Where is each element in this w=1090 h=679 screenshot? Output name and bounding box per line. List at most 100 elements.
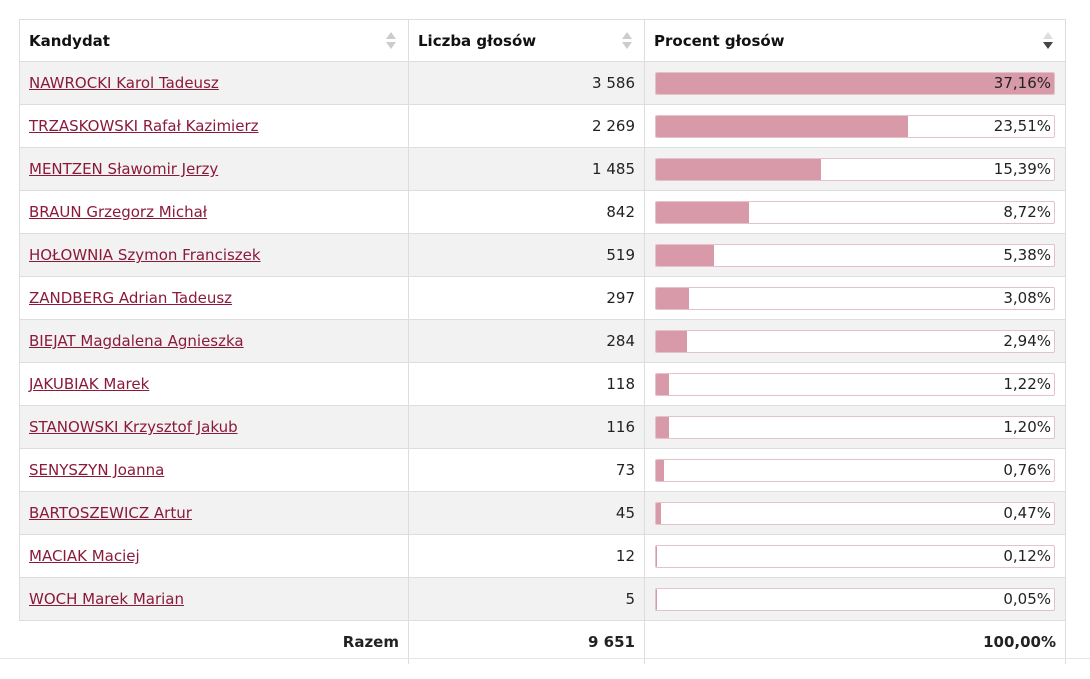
sort-arrows-icon[interactable] [622,30,632,52]
candidate-cell: BARTOSZEWICZ Artur [19,491,409,535]
percent-value: 2,94% [1003,331,1051,350]
candidate-link[interactable]: HOŁOWNIA Szymon Franciszek [29,246,261,264]
candidate-link[interactable]: MENTZEN Sławomir Jerzy [29,160,219,178]
percent-bar-fill [656,330,688,352]
percent-bar-fill [656,115,908,137]
header-candidate[interactable]: Kandydat [19,19,409,62]
percent-bar: 0,05% [655,587,1055,611]
sort-desc-icon[interactable] [1043,30,1053,52]
table-row: MACIAK Maciej 12 0,12% [19,534,1066,578]
percent-value: 1,20% [1003,417,1051,436]
percent-cell: 5,38% [644,233,1066,277]
candidate-cell: WOCH Marek Marian [19,577,409,621]
candidate-cell: BRAUN Grzegorz Michał [19,190,409,234]
candidate-cell: HOŁOWNIA Szymon Franciszek [19,233,409,277]
header-votes[interactable]: Liczba głosów [408,19,645,62]
totals-votes: 9 651 [408,620,645,664]
percent-bar-fill [656,588,657,610]
votes-cell: 3 586 [408,61,645,105]
votes-cell: 73 [408,448,645,492]
votes-cell: 297 [408,276,645,320]
percent-bar-fill [656,287,689,309]
percent-bar: 0,76% [655,458,1055,482]
candidate-link[interactable]: SENYSZYN Joanna [29,461,165,479]
candidate-link[interactable]: MACIAK Maciej [29,547,140,565]
table-row: SENYSZYN Joanna 73 0,76% [19,448,1066,492]
percent-value: 0,47% [1003,503,1051,522]
votes-cell: 284 [408,319,645,363]
percent-bar: 1,22% [655,372,1055,396]
candidate-link[interactable]: STANOWSKI Krzysztof Jakub [29,418,238,436]
candidate-cell: MENTZEN Sławomir Jerzy [19,147,409,191]
percent-bar: 23,51% [655,114,1055,138]
percent-cell: 15,39% [644,147,1066,191]
table-row: BARTOSZEWICZ Artur 45 0,47% [19,491,1066,535]
candidate-cell: ZANDBERG Adrian Tadeusz [19,276,409,320]
percent-cell: 2,94% [644,319,1066,363]
divider [0,658,1090,659]
candidate-link[interactable]: BRAUN Grzegorz Michał [29,203,208,221]
percent-value: 8,72% [1003,202,1051,221]
candidate-link[interactable]: NAWROCKI Karol Tadeusz [29,74,219,92]
votes-cell: 1 485 [408,147,645,191]
header-percent-label: Procent głosów [654,31,785,50]
totals-percent: 100,00% [644,620,1066,664]
percent-bar-fill [656,158,821,180]
table-row: HOŁOWNIA Szymon Franciszek 519 5,38% [19,233,1066,277]
votes-cell: 118 [408,362,645,406]
candidate-link[interactable]: WOCH Marek Marian [29,590,184,608]
candidate-cell: BIEJAT Magdalena Agnieszka [19,319,409,363]
percent-cell: 0,12% [644,534,1066,578]
percent-value: 5,38% [1003,245,1051,264]
percent-value: 0,05% [1003,589,1051,608]
candidate-cell: JAKUBIAK Marek [19,362,409,406]
table-row: BIEJAT Magdalena Agnieszka 284 2,94% [19,319,1066,363]
votes-cell: 45 [408,491,645,535]
percent-cell: 1,20% [644,405,1066,449]
percent-bar: 0,47% [655,501,1055,525]
percent-bar: 5,38% [655,243,1055,267]
percent-cell: 3,08% [644,276,1066,320]
header-percent[interactable]: Procent głosów [644,19,1066,62]
candidate-link[interactable]: BARTOSZEWICZ Artur [29,504,192,522]
percent-value: 37,16% [993,73,1051,92]
candidate-link[interactable]: ZANDBERG Adrian Tadeusz [29,289,233,307]
table-row: STANOWSKI Krzysztof Jakub 116 1,20% [19,405,1066,449]
percent-bar: 37,16% [655,71,1055,95]
table-body: NAWROCKI Karol Tadeusz 3 586 37,16% TRZASKO… [19,61,1066,621]
candidate-cell: SENYSZYN Joanna [19,448,409,492]
percent-bar: 1,20% [655,415,1055,439]
results-table-container: Kandydat Liczba głosów Procent głosów NA… [19,19,1066,664]
candidate-link[interactable]: TRZASKOWSKI Rafał Kazimierz [29,117,259,135]
percent-value: 15,39% [993,159,1051,178]
percent-bar: 0,12% [655,544,1055,568]
percent-bar-fill [656,72,1054,94]
percent-value: 3,08% [1003,288,1051,307]
results-table: Kandydat Liczba głosów Procent głosów NA… [19,19,1066,664]
percent-value: 0,76% [1003,460,1051,479]
percent-bar-fill [656,459,665,481]
percent-cell: 8,72% [644,190,1066,234]
totals-row: Razem 9 651 100,00% [19,620,1066,664]
votes-cell: 5 [408,577,645,621]
table-row: NAWROCKI Karol Tadeusz 3 586 37,16% [19,61,1066,105]
sort-arrows-icon[interactable] [386,30,396,52]
candidate-cell: MACIAK Maciej [19,534,409,578]
percent-bar: 2,94% [655,329,1055,353]
percent-cell: 1,22% [644,362,1066,406]
percent-cell: 23,51% [644,104,1066,148]
percent-value: 23,51% [993,116,1051,135]
table-row: ZANDBERG Adrian Tadeusz 297 3,08% [19,276,1066,320]
percent-bar: 8,72% [655,200,1055,224]
votes-cell: 842 [408,190,645,234]
percent-bar-fill [656,416,669,438]
percent-bar-fill [656,373,670,395]
percent-cell: 0,76% [644,448,1066,492]
candidate-link[interactable]: JAKUBIAK Marek [29,375,150,393]
candidate-cell: NAWROCKI Karol Tadeusz [19,61,409,105]
candidate-link[interactable]: BIEJAT Magdalena Agnieszka [29,332,244,350]
table-row: TRZASKOWSKI Rafał Kazimierz 2 269 23,51% [19,104,1066,148]
votes-cell: 116 [408,405,645,449]
table-row: BRAUN Grzegorz Michał 842 8,72% [19,190,1066,234]
percent-bar-fill [656,545,658,567]
